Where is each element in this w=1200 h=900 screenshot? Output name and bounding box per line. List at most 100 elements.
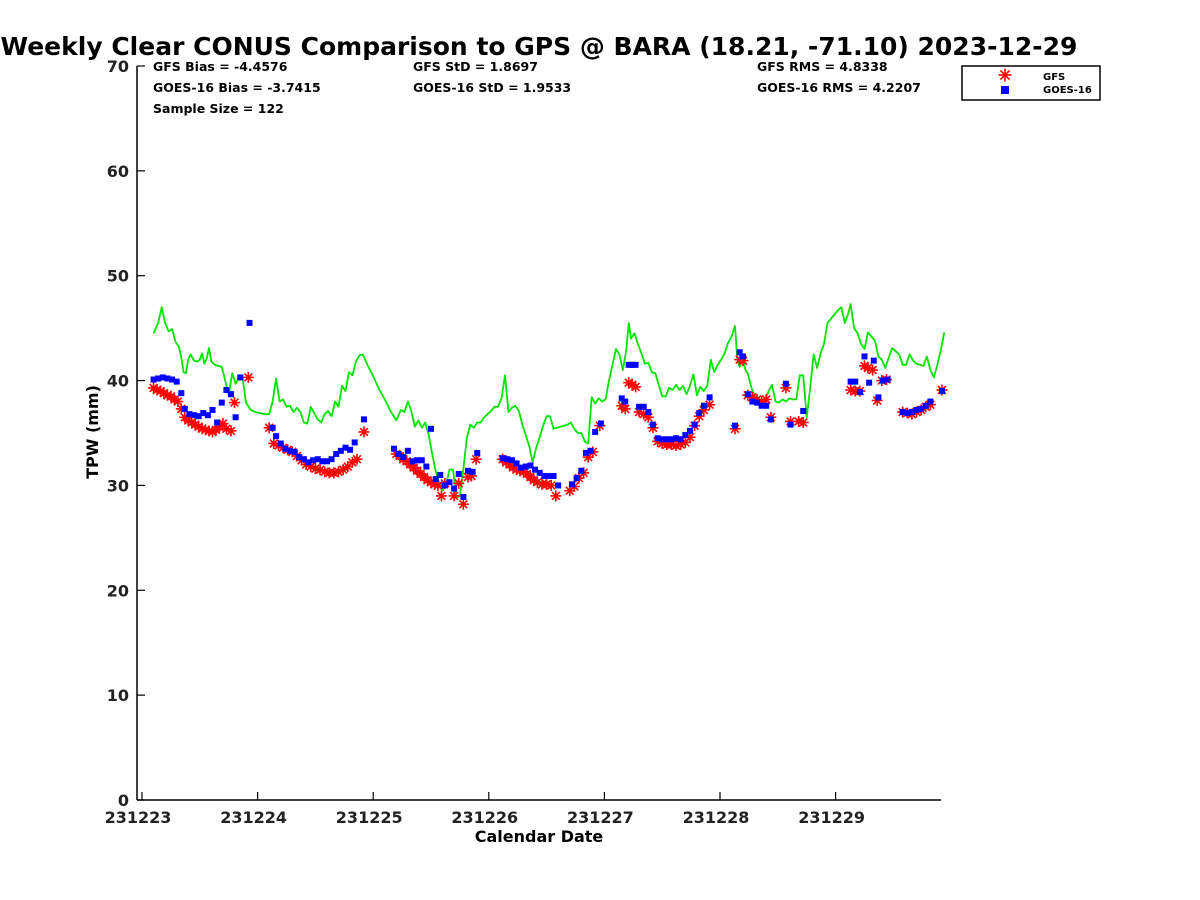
goes-point	[522, 463, 529, 470]
goes-point	[753, 399, 760, 406]
goes-point	[347, 446, 354, 453]
goes-point	[333, 450, 340, 457]
goes-point	[740, 353, 747, 360]
legend-gfs-marker	[998, 68, 1012, 82]
goes-point	[428, 425, 434, 432]
goes-point	[573, 475, 580, 482]
x-tick-label: 231223	[105, 808, 172, 827]
goes-point	[437, 471, 444, 478]
y-tick-label: 30	[107, 476, 129, 495]
goes-point	[622, 398, 629, 405]
gfs-point	[228, 397, 240, 409]
y-tick-label: 40	[107, 372, 129, 391]
goes-point	[277, 440, 284, 447]
goes-point	[536, 469, 543, 476]
goes-point	[649, 421, 656, 428]
goes-point	[155, 375, 162, 382]
gfs-point	[351, 453, 363, 465]
goes-point	[400, 454, 407, 461]
goes-point	[938, 388, 945, 395]
goes-point	[763, 402, 770, 409]
goes-point	[395, 450, 402, 457]
goes-point	[645, 409, 652, 416]
goes-point	[169, 376, 176, 383]
goes-point	[884, 376, 891, 383]
goes-point	[323, 458, 330, 465]
goes-point	[673, 435, 680, 442]
goes-point	[922, 402, 929, 409]
goes-point	[636, 403, 643, 410]
x-tick-label: 231228	[683, 808, 750, 827]
goes-point	[305, 459, 312, 466]
goes-std-label: GOES-16 StD = 1.9533	[413, 80, 571, 95]
y-tick-label: 20	[107, 581, 129, 600]
goes-point	[856, 389, 863, 396]
goes-point	[269, 424, 276, 431]
sample-size-label: Sample Size = 122	[153, 101, 284, 116]
axes: 0 10 20 30 40 50 60 70 231223 231224 231225 231226 2…	[105, 57, 941, 827]
goes-point	[181, 405, 188, 412]
goes-point	[191, 412, 198, 419]
goes-point	[464, 467, 471, 474]
goes-point	[736, 349, 743, 356]
goes-point	[214, 419, 221, 426]
goes-point	[237, 374, 244, 381]
goes-point	[578, 467, 585, 474]
goes-point	[508, 457, 515, 464]
goes-point	[300, 456, 307, 463]
y-tick-label: 50	[107, 267, 129, 286]
goes-point	[870, 357, 877, 364]
y-tick-label: 10	[107, 686, 129, 705]
goes-point	[209, 406, 216, 413]
goes-point	[469, 468, 476, 475]
goes-point	[663, 436, 670, 443]
goes-point	[432, 476, 439, 483]
goes-point	[150, 376, 157, 383]
goes-point	[700, 402, 707, 409]
goes-point	[732, 422, 739, 429]
gfs-point	[242, 371, 254, 383]
gfs-point	[457, 498, 469, 510]
goes-point	[625, 361, 632, 368]
x-tick-label: 231224	[220, 808, 287, 827]
goes-point	[291, 448, 298, 455]
goes-point	[749, 398, 756, 405]
goes-point	[908, 409, 915, 416]
goes-point	[677, 436, 684, 443]
goes-point	[273, 433, 280, 440]
goes-point	[629, 361, 636, 368]
goes-point	[767, 416, 774, 423]
legend: GFS GOES-16	[961, 65, 1101, 101]
gps-line	[152, 303, 946, 499]
legend-goes-label: GOES-16	[1043, 85, 1092, 96]
goes-point	[668, 436, 675, 443]
goes-point	[618, 395, 625, 402]
goes-point	[696, 410, 703, 417]
goes-point	[592, 428, 599, 435]
gfs-point	[630, 381, 642, 393]
goes-point	[847, 378, 854, 385]
goes-point	[451, 485, 458, 492]
y-tick-label: 70	[107, 57, 129, 76]
gfs-point	[333, 466, 345, 478]
gfs-point	[189, 419, 201, 431]
goes-point	[351, 439, 358, 446]
legend-gfs-asterisk	[998, 68, 1012, 82]
goes-point	[232, 414, 239, 421]
goes-point	[875, 394, 882, 401]
goes-point	[178, 390, 185, 397]
gfs-std-label: GFS StD = 1.8697	[413, 59, 538, 74]
goes-point	[513, 460, 520, 467]
goes-point	[446, 479, 453, 486]
goes-point	[682, 432, 689, 439]
y-tick-label: 60	[107, 162, 129, 181]
goes-point	[532, 466, 539, 473]
gfs-point	[867, 364, 879, 376]
stats-annotations: GFS Bias = -4.4576 GOES-16 Bias = -3.741…	[153, 59, 921, 116]
goes-point	[173, 378, 180, 385]
goes-point	[587, 447, 594, 454]
goes-point	[223, 387, 230, 394]
goes-point	[460, 493, 467, 500]
